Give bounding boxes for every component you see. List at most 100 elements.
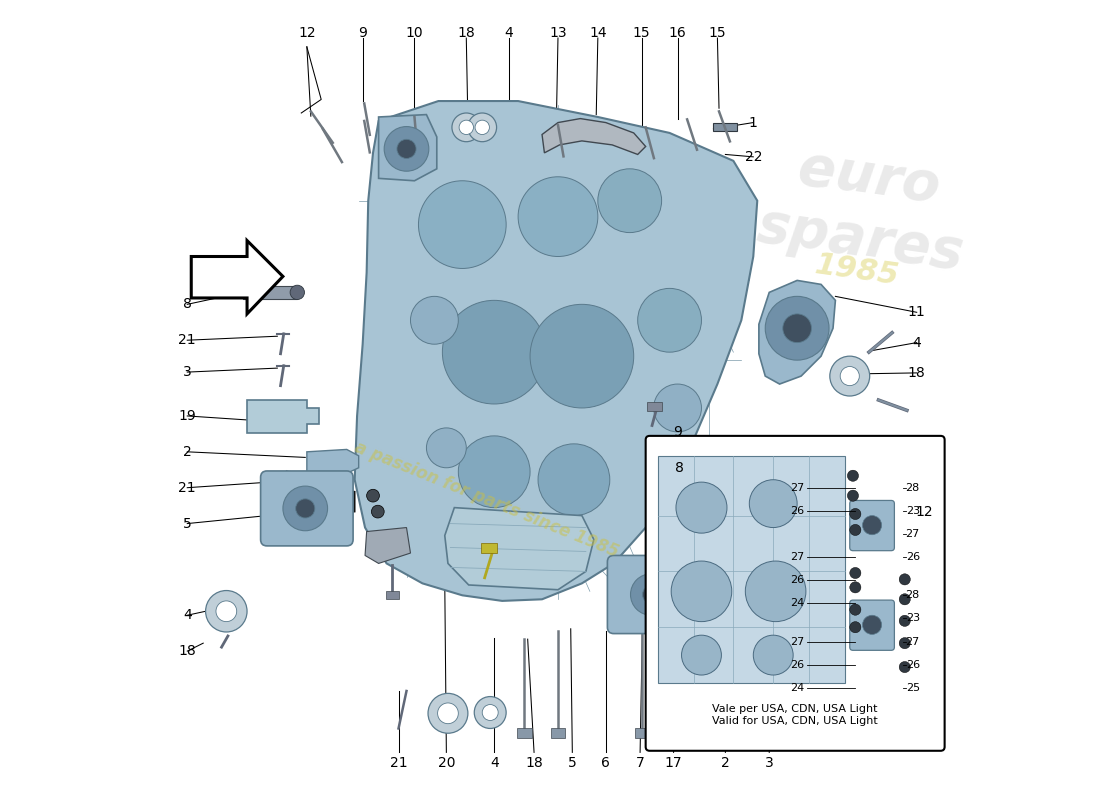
Text: 12: 12	[916, 505, 934, 518]
Text: 2: 2	[720, 756, 729, 770]
Circle shape	[366, 490, 379, 502]
Circle shape	[850, 622, 861, 633]
Text: 14: 14	[588, 26, 606, 40]
Circle shape	[428, 694, 468, 734]
Circle shape	[850, 604, 861, 615]
Circle shape	[482, 705, 498, 721]
Bar	[551, 728, 565, 738]
Text: 5: 5	[183, 517, 191, 530]
Circle shape	[397, 139, 416, 158]
Text: Vale per USA, CDN, USA Light
Valid for USA, CDN, USA Light: Vale per USA, CDN, USA Light Valid for U…	[713, 704, 878, 726]
Text: 27: 27	[790, 637, 804, 646]
FancyBboxPatch shape	[261, 471, 353, 546]
Text: 23: 23	[905, 614, 920, 623]
Bar	[635, 728, 649, 738]
Circle shape	[468, 113, 496, 142]
Polygon shape	[444, 508, 594, 590]
Text: 27: 27	[790, 482, 804, 493]
Circle shape	[899, 638, 911, 649]
Circle shape	[899, 574, 911, 585]
Circle shape	[475, 120, 490, 134]
Text: 4: 4	[183, 608, 191, 622]
Text: 4: 4	[490, 756, 498, 770]
Text: 21: 21	[178, 481, 196, 494]
Circle shape	[899, 615, 911, 626]
Text: 21: 21	[389, 756, 407, 770]
Polygon shape	[307, 450, 359, 476]
Bar	[481, 543, 496, 553]
Text: 20: 20	[438, 756, 455, 770]
Text: 27: 27	[790, 552, 804, 562]
Circle shape	[899, 594, 911, 605]
Text: 24: 24	[790, 682, 804, 693]
Bar	[517, 728, 531, 738]
Text: 1985: 1985	[813, 250, 901, 291]
Circle shape	[653, 451, 670, 467]
Bar	[668, 728, 682, 738]
Circle shape	[899, 662, 911, 673]
Text: 13: 13	[549, 26, 566, 40]
Text: 22: 22	[745, 150, 762, 164]
Text: 26: 26	[790, 575, 804, 585]
Circle shape	[290, 286, 305, 299]
Polygon shape	[378, 114, 437, 181]
Circle shape	[418, 181, 506, 269]
Circle shape	[296, 499, 315, 518]
Circle shape	[288, 490, 311, 514]
Text: 1: 1	[749, 115, 758, 130]
Polygon shape	[354, 101, 757, 601]
Text: 15: 15	[708, 26, 726, 40]
Text: 26: 26	[905, 660, 920, 670]
Circle shape	[862, 515, 881, 534]
Polygon shape	[191, 241, 283, 314]
Circle shape	[530, 304, 634, 408]
Text: 28: 28	[905, 590, 920, 600]
Text: 9: 9	[673, 425, 682, 439]
Circle shape	[850, 567, 861, 578]
Text: 11: 11	[908, 306, 925, 319]
Text: 8: 8	[183, 298, 191, 311]
Text: 9: 9	[359, 26, 367, 40]
Polygon shape	[248, 400, 319, 434]
Circle shape	[216, 601, 236, 622]
Circle shape	[754, 635, 793, 675]
Text: 8: 8	[674, 461, 683, 474]
Bar	[714, 123, 737, 130]
FancyBboxPatch shape	[607, 555, 696, 634]
Circle shape	[671, 561, 732, 622]
Text: 7: 7	[636, 756, 645, 770]
Circle shape	[682, 635, 722, 675]
Text: 26: 26	[790, 506, 804, 516]
Text: 24: 24	[790, 598, 804, 608]
Text: 12: 12	[298, 26, 316, 40]
Circle shape	[749, 480, 798, 527]
Circle shape	[283, 486, 328, 530]
Text: 19: 19	[178, 409, 196, 423]
Text: 3: 3	[183, 365, 191, 379]
FancyBboxPatch shape	[850, 501, 894, 550]
Circle shape	[630, 574, 672, 615]
Text: 18: 18	[178, 644, 196, 658]
Circle shape	[746, 561, 806, 622]
Circle shape	[638, 288, 702, 352]
Text: 27: 27	[905, 637, 920, 646]
Bar	[647, 402, 661, 411]
Text: 18: 18	[458, 26, 475, 40]
Circle shape	[427, 428, 466, 468]
Text: 16: 16	[669, 26, 686, 40]
Text: 4: 4	[504, 26, 513, 40]
Circle shape	[847, 490, 858, 502]
Text: 17: 17	[664, 756, 682, 770]
Polygon shape	[759, 281, 835, 384]
Text: 15: 15	[632, 26, 650, 40]
Circle shape	[410, 296, 459, 344]
Circle shape	[829, 356, 870, 396]
Text: 18: 18	[908, 366, 925, 380]
Polygon shape	[299, 488, 354, 515]
FancyBboxPatch shape	[850, 600, 894, 650]
Text: 27: 27	[905, 529, 920, 539]
Circle shape	[862, 615, 881, 634]
Circle shape	[850, 524, 861, 535]
Circle shape	[850, 582, 861, 593]
Text: 4: 4	[912, 336, 921, 350]
